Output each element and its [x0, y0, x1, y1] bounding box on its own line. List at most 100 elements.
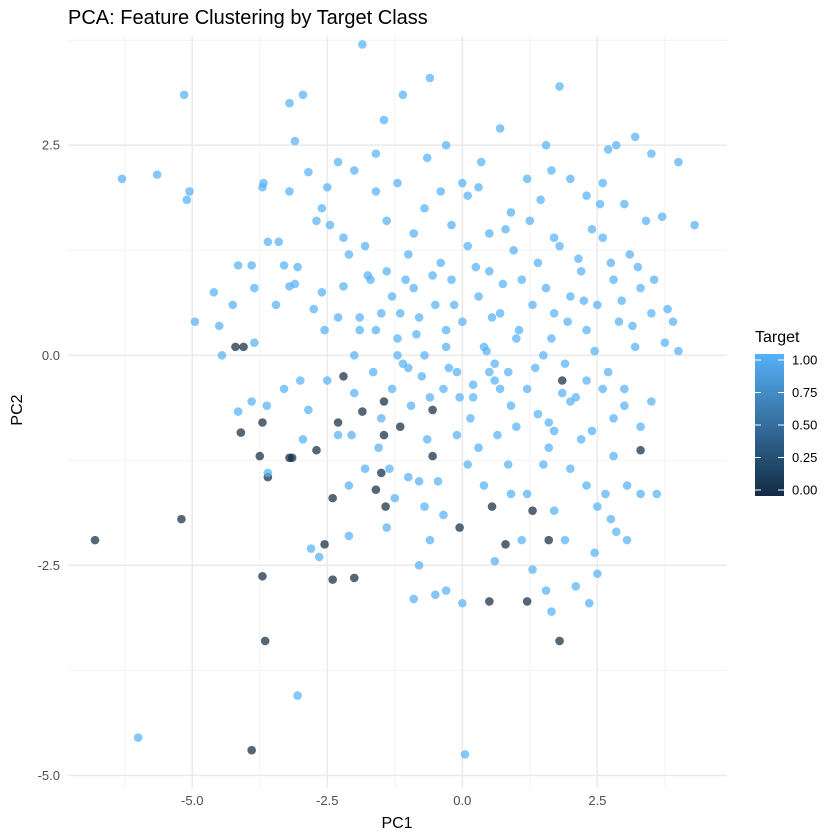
data-point-target-1: [250, 338, 259, 347]
data-point-target-1: [647, 308, 656, 318]
data-point-target-1: [425, 392, 435, 402]
data-point-target-1: [436, 187, 446, 196]
legend-title: Target: [755, 329, 800, 346]
data-point-target-0: [485, 597, 494, 606]
data-point-target-1: [636, 283, 645, 293]
data-points: [90, 40, 699, 759]
data-point-target-1: [233, 407, 243, 416]
y-axis-title: PC2: [9, 394, 26, 425]
data-point-target-1: [593, 300, 602, 310]
colorbar-label: 0.50: [792, 418, 817, 433]
data-point-target-1: [609, 451, 618, 461]
data-point-target-1: [628, 321, 637, 331]
data-point-target-1: [333, 430, 343, 440]
data-point-target-1: [455, 392, 464, 402]
data-point-target-1: [571, 582, 581, 591]
data-point-target-1: [533, 258, 543, 268]
data-point-target-1: [371, 325, 381, 335]
data-point-target-1: [250, 283, 259, 293]
data-point-target-1: [636, 489, 645, 499]
data-point-target-1: [360, 241, 370, 251]
data-point-target-1: [414, 313, 424, 322]
data-point-target-1: [463, 241, 473, 251]
data-point-target-1: [549, 426, 559, 436]
data-point-target-1: [525, 216, 535, 226]
data-point-target-1: [493, 430, 502, 440]
data-point-target-1: [344, 531, 354, 541]
data-point-target-1: [279, 384, 289, 394]
data-point-target-1: [579, 296, 589, 305]
data-point-target-1: [431, 300, 440, 310]
data-point-target-0: [395, 422, 405, 432]
data-point-target-1: [320, 325, 329, 335]
data-point-target-1: [312, 216, 321, 226]
data-point-target-1: [487, 313, 497, 322]
data-point-target-1: [355, 313, 364, 322]
data-point-target-1: [190, 317, 200, 326]
data-point-target-1: [425, 73, 435, 83]
data-point-target-1: [468, 392, 478, 402]
data-point-target-1: [460, 750, 470, 759]
data-point-target-1: [404, 472, 413, 482]
data-point-target-1: [368, 367, 378, 377]
data-point-target-1: [479, 481, 489, 490]
data-point-target-0: [177, 514, 186, 524]
data-point-target-1: [393, 350, 402, 360]
data-point-target-1: [533, 409, 543, 419]
data-point-target-1: [425, 535, 435, 545]
data-point-target-1: [471, 262, 481, 272]
data-point-target-1: [611, 527, 621, 537]
data-point-target-1: [339, 233, 348, 242]
data-point-target-1: [490, 556, 500, 566]
data-point-target-1: [660, 338, 670, 347]
data-point-target-0: [328, 575, 337, 584]
data-point-target-1: [431, 590, 440, 600]
data-point-target-1: [611, 140, 621, 150]
data-point-target-1: [536, 195, 545, 205]
data-point-target-1: [474, 292, 483, 301]
data-point-target-1: [490, 359, 500, 368]
data-point-target-0: [333, 418, 343, 427]
data-point-target-1: [349, 166, 359, 175]
data-point-target-1: [117, 174, 127, 184]
data-point-target-1: [293, 262, 302, 272]
x-axis-ticks: -5.0 -2.5 0.0 2.5: [181, 793, 606, 808]
data-point-target-1: [458, 598, 467, 608]
data-point-target-0: [236, 428, 246, 437]
data-point-target-1: [630, 132, 640, 142]
data-point-target-1: [441, 342, 451, 352]
data-point-target-1: [263, 468, 273, 478]
data-point-target-1: [179, 90, 189, 100]
chart-title: PCA: Feature Clustering by Target Class: [68, 7, 428, 29]
data-point-target-1: [355, 325, 364, 335]
data-point-target-1: [290, 279, 300, 289]
data-point-target-1: [279, 261, 289, 270]
data-point-target-0: [320, 540, 329, 549]
data-point-target-0: [379, 397, 389, 406]
data-point-target-1: [668, 317, 678, 326]
data-point-target-1: [414, 477, 424, 486]
data-point-target-1: [557, 388, 567, 398]
data-point-target-1: [544, 443, 554, 453]
data-point-target-1: [657, 212, 667, 221]
data-point-target-1: [322, 182, 332, 192]
data-point-target-1: [233, 261, 243, 270]
data-point-target-1: [587, 224, 597, 234]
data-point-target-1: [247, 261, 256, 270]
data-point-target-1: [387, 384, 397, 394]
data-point-target-1: [420, 502, 429, 511]
data-point-target-1: [474, 443, 483, 453]
data-point-target-1: [304, 405, 313, 415]
data-point-target-0: [312, 445, 321, 455]
data-point-target-0: [379, 430, 389, 440]
data-point-target-0: [455, 523, 464, 532]
data-point-target-0: [349, 573, 359, 583]
data-point-target-1: [452, 367, 462, 377]
data-point-target-1: [606, 514, 616, 524]
data-point-target-1: [452, 430, 462, 440]
data-point-target-1: [214, 321, 224, 331]
data-point-target-1: [647, 149, 656, 158]
data-point-target-1: [593, 502, 602, 511]
